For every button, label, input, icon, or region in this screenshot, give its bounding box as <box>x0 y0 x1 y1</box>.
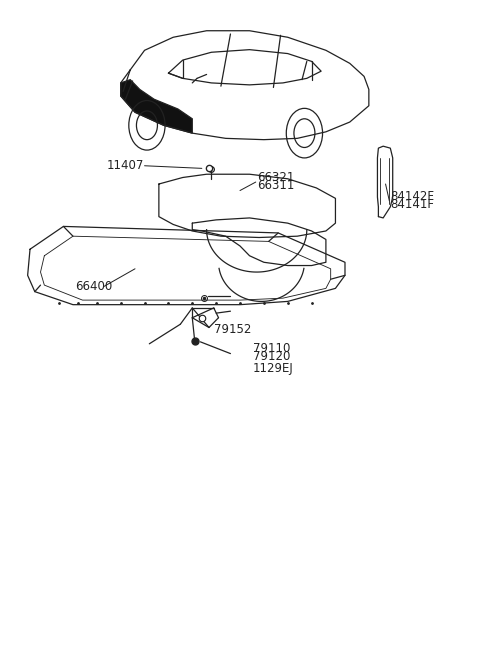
Text: 1129EJ: 1129EJ <box>253 362 294 375</box>
Polygon shape <box>120 80 192 133</box>
Text: 66311: 66311 <box>257 179 294 193</box>
Text: 79110: 79110 <box>253 342 290 355</box>
Text: 11407: 11407 <box>107 159 144 172</box>
Text: 84142F: 84142F <box>390 190 434 203</box>
Text: 66400: 66400 <box>75 280 113 293</box>
Text: 79152: 79152 <box>214 323 251 336</box>
Text: 84141F: 84141F <box>390 198 434 212</box>
Text: 79120: 79120 <box>253 350 290 364</box>
Text: 66321: 66321 <box>257 171 294 184</box>
